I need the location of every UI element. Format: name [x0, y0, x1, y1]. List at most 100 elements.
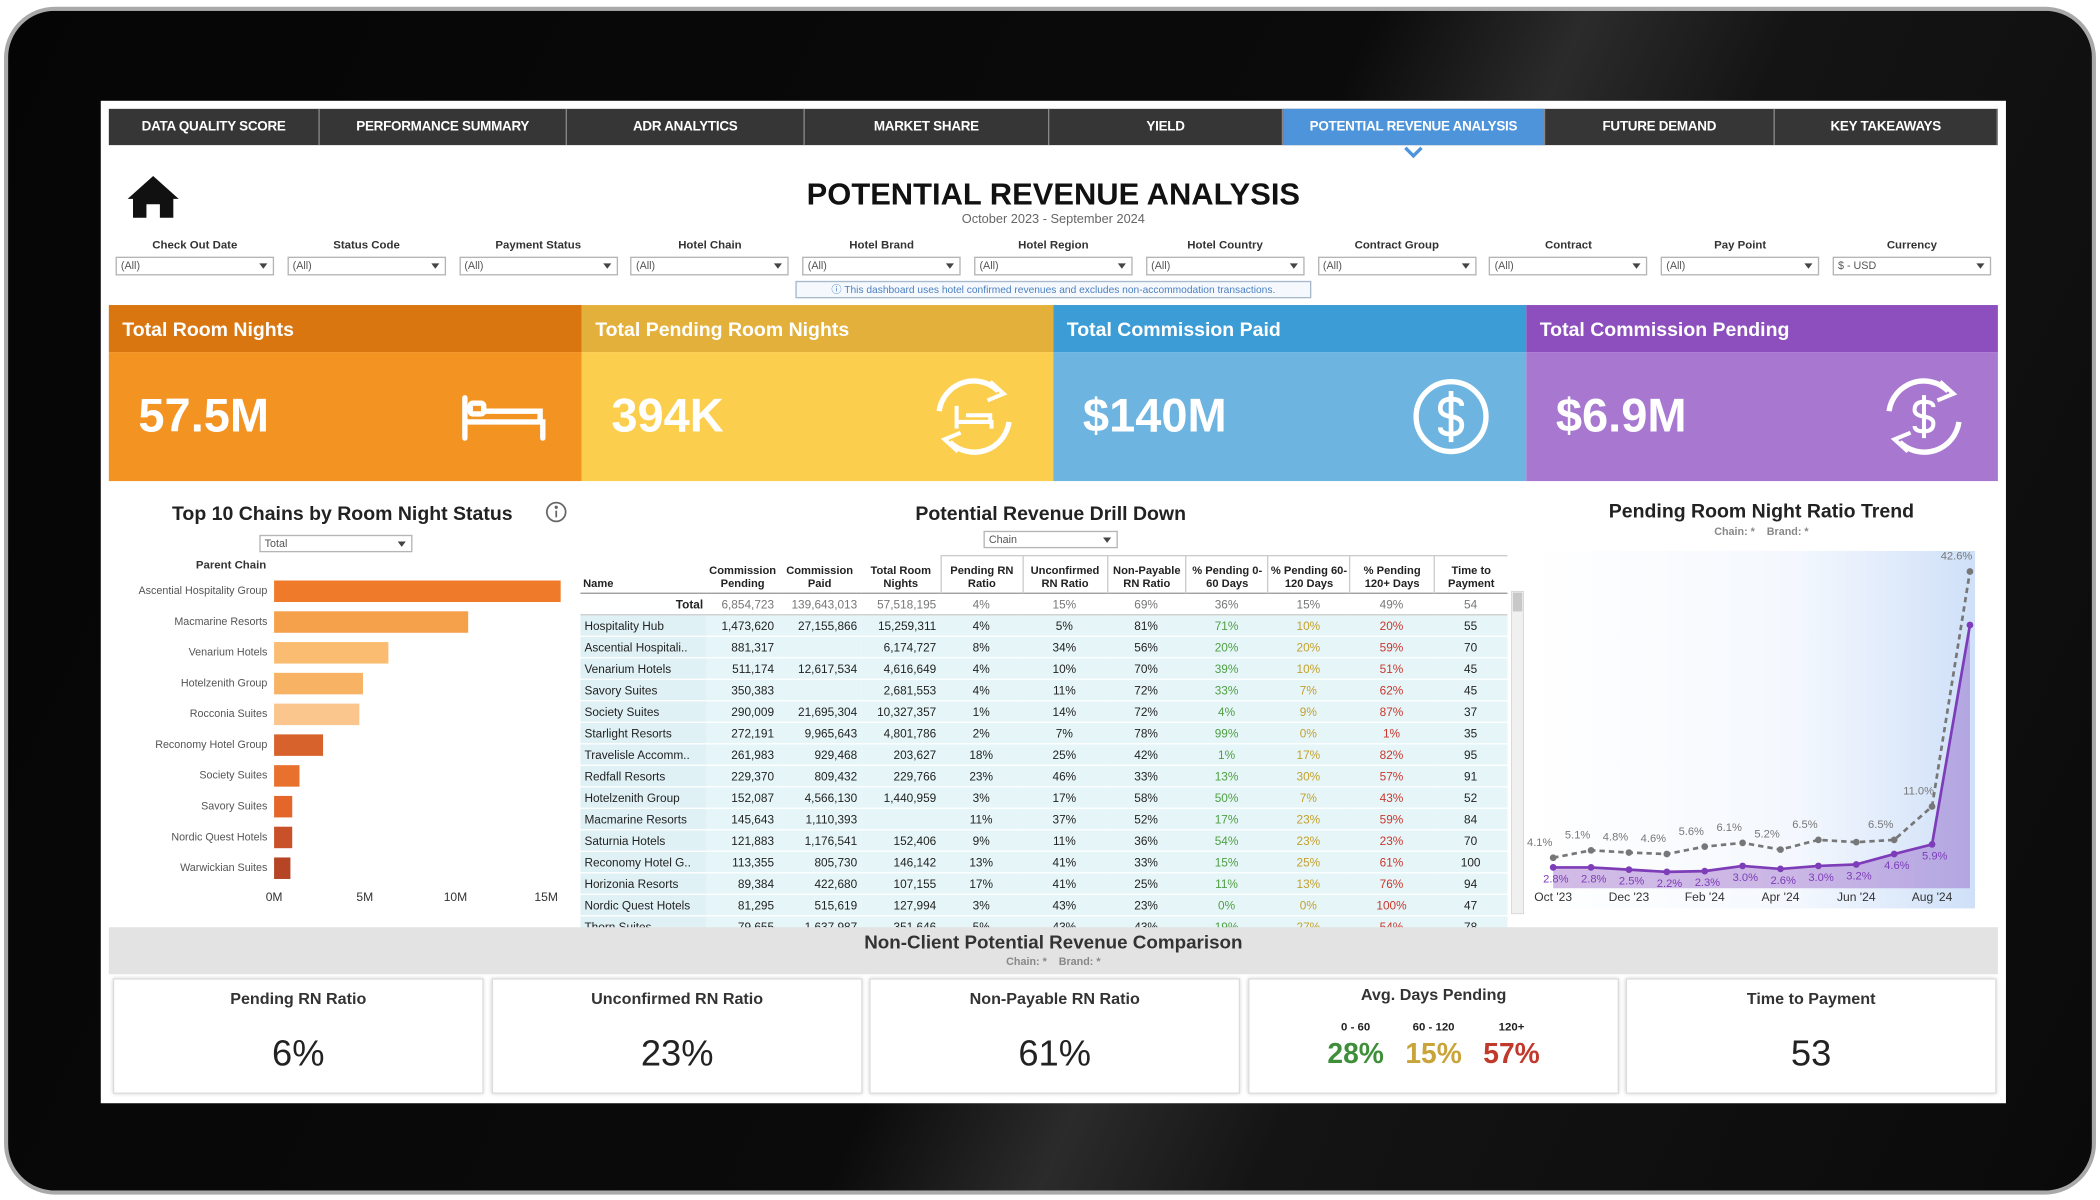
table-cell: 272,191	[707, 722, 779, 745]
table-cell: 146,142	[861, 851, 941, 874]
table-cell: 20%	[1267, 636, 1350, 659]
table-cell: 4%	[940, 615, 1023, 637]
table-cell: 121,883	[707, 830, 779, 852]
table-cell: 99%	[1185, 722, 1268, 745]
table-cell: 229,766	[861, 765, 941, 788]
table-cell: 17%	[1185, 808, 1268, 831]
nav-tab[interactable]: YIELD	[1049, 108, 1284, 146]
filter-dropdown[interactable]: (All)	[287, 256, 446, 276]
part-value: 28%	[1327, 1038, 1384, 1070]
filter-dropdown[interactable]: (All)	[974, 256, 1133, 276]
nav-tab[interactable]: POTENTIAL REVENUE ANALYSIS	[1283, 108, 1546, 146]
table-cell: 1,176,541	[778, 830, 862, 852]
table-cell: 55	[1433, 615, 1508, 637]
table-cell: 350,383	[707, 679, 779, 702]
nav-tab[interactable]: MARKET SHARE	[805, 108, 1050, 146]
table-cell: 33%	[1106, 851, 1186, 874]
table-row: Nordic Quest Hotels 81,295 515,619 127,994 3…	[580, 894, 1508, 917]
filter-label: Status Code	[333, 237, 400, 252]
filter-dropdown[interactable]: (All)	[1489, 256, 1648, 276]
table-cell: Saturnia Hotels	[580, 830, 708, 852]
table-cell: 81%	[1106, 615, 1186, 637]
table-cell: 4,801,786	[861, 722, 941, 745]
table-row: Savory Suites 350,383 2,681,553 4% 11% 72% 33%…	[580, 679, 1508, 702]
table-row: Travelisle Accomm.. 261,983 929,468 203,627…	[580, 744, 1508, 766]
filter-dropdown[interactable]: $ - USD	[1832, 256, 1992, 276]
metric-card: Avg. Days Pending 0 - 60 28% 60 - 120 15% 120…	[1248, 978, 1620, 1094]
column-header: Commission Paid	[778, 555, 862, 594]
table-cell: Society Suites	[580, 701, 708, 723]
table-cell: 42%	[1106, 744, 1186, 766]
column-header: Non-Payable RN Ratio	[1106, 554, 1186, 594]
metric-card: Pending RN Ratio 6%	[112, 978, 484, 1094]
table-cell: Travelisle Accomm..	[580, 744, 708, 766]
table-cell: 422,680	[778, 873, 862, 895]
table-cell: 52%	[1106, 808, 1186, 831]
table-cell: 52	[1433, 787, 1508, 809]
table-cell: 78%	[1106, 722, 1186, 745]
nav-tab[interactable]: PERFORMANCE SUMMARY	[320, 108, 567, 146]
nav-tab[interactable]: FUTURE DEMAND	[1545, 108, 1775, 146]
filter-dropdown[interactable]: (All)	[1145, 256, 1305, 276]
metric-label: Pending RN Ratio	[230, 989, 367, 1008]
nav-tab[interactable]: DATA QUALITY SCORE	[109, 108, 320, 146]
table-cell: 23%	[940, 765, 1023, 788]
page-title: POTENTIAL REVENUE ANALYSIS	[806, 176, 1301, 211]
table-cell: 58%	[1106, 787, 1186, 809]
filter-dropdown[interactable]: (All)	[1660, 256, 1820, 276]
table-cell: 13%	[1185, 765, 1268, 788]
column-header: Commission Pending	[707, 555, 779, 594]
table-cell: 17%	[1022, 787, 1107, 809]
filter-label: Hotel Region	[1018, 237, 1089, 252]
nav-tab[interactable]: ADR ANALYTICS	[567, 108, 805, 146]
filter-label: Check Out Date	[152, 237, 238, 252]
table-cell: 82%	[1349, 744, 1434, 766]
kpi-header: Total Room Nights	[108, 305, 582, 353]
filter-dropdown[interactable]: (All)	[115, 256, 275, 276]
nav-tab[interactable]: KEY TAKEAWAYS	[1775, 108, 1998, 146]
total-cell: 54	[1433, 593, 1508, 616]
metric-value: 53	[1790, 1033, 1832, 1074]
table-cell: Reconomy Hotel G..	[580, 851, 708, 874]
table-cell: 27,155,866	[778, 615, 862, 637]
part-label: 0 - 60	[1341, 1019, 1371, 1034]
filter-label: Pay Point	[1714, 237, 1767, 252]
table-cell: 7%	[1267, 679, 1350, 702]
column-header: % Pending 60-120 Days	[1267, 554, 1350, 594]
kpi-header: Total Commission Paid	[1053, 305, 1527, 353]
filter-dropdown[interactable]: (All)	[458, 256, 618, 276]
filter-dropdown[interactable]: (All)	[1317, 256, 1477, 276]
table-row: Horizonia Resorts 89,384 422,680 107,155 17%…	[580, 873, 1508, 895]
table-row: Society Suites 290,009 21,695,304 10,327,35…	[580, 701, 1508, 723]
table-cell: 36%	[1106, 830, 1186, 852]
page-subtitle: October 2023 - September 2024	[961, 212, 1145, 228]
table-cell: 5%	[1022, 615, 1107, 637]
total-cell: 57,518,195	[861, 593, 941, 616]
table-cell: 87%	[1349, 701, 1434, 723]
table-cell: 15%	[1185, 851, 1268, 874]
metric-part: 0 - 60 28%	[1315, 1020, 1396, 1071]
chart-title: Top 10 Chains by Room Night Status	[171, 503, 513, 526]
filter-label: Hotel Brand	[849, 237, 914, 252]
table-cell: 11%	[1022, 830, 1107, 852]
table-selector[interactable]: Chain	[983, 530, 1118, 549]
total-row: Total 6,854,723 139,643,013 57,518,195 4% 15%…	[580, 593, 1508, 616]
table-cell: 1,110,393	[778, 808, 862, 831]
table-cell: 515,619	[778, 894, 862, 917]
table-row: Venarium Hotels 511,174 12,617,534 4,616,64…	[580, 658, 1508, 680]
chart-selector[interactable]: Total	[259, 534, 413, 553]
table-row: Saturnia Hotels 121,883 1,176,541 152,406 9%…	[580, 830, 1508, 852]
filter-dropdown[interactable]: (All)	[802, 256, 961, 276]
part-value: 57%	[1483, 1038, 1540, 1070]
chart-selector[interactable]: Pending Room Night Ratio	[1546, 554, 1722, 574]
table-cell: 70%	[1106, 658, 1186, 680]
kpi-value: 394K	[581, 352, 1054, 482]
filter-dropdown[interactable]: (All)	[630, 256, 790, 276]
table-cell: Hotelzenith Group	[580, 787, 708, 809]
table-cell: 39%	[1185, 658, 1268, 680]
table-cell: Hospitality Hub	[580, 615, 708, 637]
table-cell: 13%	[940, 851, 1023, 874]
header-row: Name Commission Pending Commission Paid Tot…	[580, 554, 1508, 594]
table-cell: 30%	[1267, 765, 1350, 788]
table-cell: 7%	[1267, 787, 1350, 809]
